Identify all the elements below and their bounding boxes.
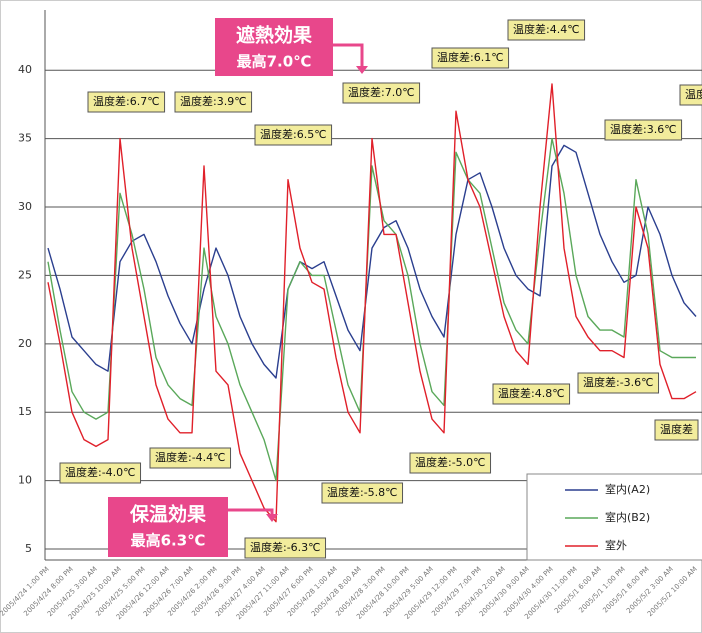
annotation-text: 温度差:6.7℃ [93, 94, 160, 108]
legend-label: 室外 [605, 538, 627, 552]
annotation-text: 温度差:3.6℃ [610, 122, 677, 136]
y-tick-label: 35 [18, 132, 32, 145]
annotation-text: 温度差:4.8℃ [498, 386, 565, 400]
annotation-box [604, 119, 683, 141]
annotation: 温度差:-4.0℃ [59, 462, 142, 484]
annotation-text: 温度差:-4.0℃ [65, 465, 136, 479]
annotation-text: 温度差:6.1℃ [437, 50, 504, 64]
annotation-box [254, 124, 333, 146]
annotation: 温度差:4.4℃ [507, 19, 586, 41]
annotation: 温度差 [654, 419, 699, 441]
annotation-box [409, 452, 492, 474]
callout-text: 最高7.0℃ [237, 53, 312, 71]
series-line [47, 144, 697, 379]
y-tick-label: 40 [18, 63, 32, 76]
annotation-text: 温度差:-4.4℃ [155, 450, 226, 464]
annotation-text: 温度差:3.9℃ [180, 94, 247, 108]
annotation-box [321, 482, 404, 504]
annotation-box [244, 537, 327, 559]
annotation-box [174, 91, 253, 113]
annotation-box [431, 47, 510, 69]
annotation-text: 温度差:-5.8℃ [327, 485, 398, 499]
y-tick-label: 5 [25, 542, 32, 555]
annotation-text: 温度差:-6.3℃ [250, 540, 321, 554]
callout-title: 保温効果 [129, 503, 206, 526]
callout-title: 遮熱効果 [236, 24, 312, 47]
y-tick-label: 15 [18, 405, 32, 418]
callout-line [333, 43, 364, 68]
y-tick-label: 10 [18, 474, 32, 487]
y-tick-label: 25 [18, 268, 32, 281]
annotation-box [577, 372, 660, 394]
series-line [47, 137, 696, 482]
annotation-text: 温度差:7.0℃ [348, 85, 415, 99]
annotation-text: 温度差 [660, 422, 693, 436]
annotation: 温度差:6.7℃ [87, 91, 166, 113]
annotation-box [59, 462, 142, 484]
callout-text: 最高6.3℃ [131, 532, 206, 550]
callout-arrow [356, 66, 368, 74]
annotation: 温度差:6.1℃ [431, 47, 510, 69]
annotation-box [492, 383, 571, 405]
annotation-box [507, 19, 586, 41]
annotation: 温度差:7.0℃ [342, 82, 421, 104]
y-tick-label: 30 [18, 200, 32, 213]
annotation-box [149, 447, 232, 469]
annotation: 温度差:-6.3℃ [244, 537, 327, 559]
annotation-box [342, 82, 421, 104]
annotation: 温度差:-5.8℃ [321, 482, 404, 504]
annotation: 温度差:3.6℃ [604, 119, 683, 141]
legend-label: 室内(B2) [605, 510, 650, 524]
annotation-text: 温度差:-5.0℃ [415, 455, 486, 469]
annotation: 温度差:4.8℃ [492, 383, 571, 405]
annotation: 温度差:-5.0℃ [409, 452, 492, 474]
series-line [47, 83, 697, 523]
annotation-text: 温度差:4.4℃ [513, 22, 580, 36]
annotation: 温度差:-3.6℃ [577, 372, 660, 394]
annotation-box [87, 91, 166, 113]
annotation: 温度差:-4.4℃ [149, 447, 232, 469]
annotation: 温度差:3.9℃ [174, 91, 253, 113]
callout-box [108, 497, 228, 557]
legend-label: 室内(A2) [605, 482, 650, 496]
y-tick-label: 20 [18, 337, 32, 350]
annotation-text: 温度差:6.5℃ [260, 127, 327, 141]
callout-arrow [266, 514, 278, 522]
legend-box [526, 473, 702, 561]
callout-box [215, 18, 333, 76]
annotation: 温度差:6.5℃ [254, 124, 333, 146]
annotation-text: 温度差 [685, 87, 702, 101]
annotation: 温度差 [679, 84, 702, 106]
annotation-text: 温度差:-3.6℃ [583, 375, 654, 389]
annotation-box [654, 419, 699, 441]
